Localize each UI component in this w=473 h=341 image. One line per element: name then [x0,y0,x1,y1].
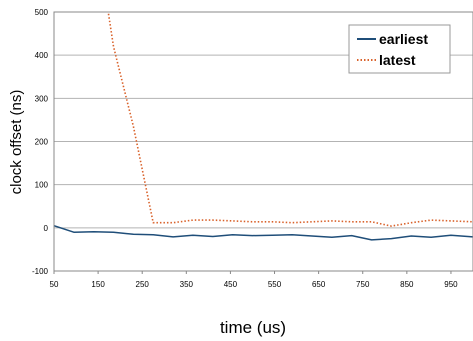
x-tick-label: 850 [400,280,414,289]
x-tick-label: 150 [91,280,105,289]
x-tick-label: 750 [356,280,370,289]
y-tick-label: 400 [35,51,49,60]
x-tick-label: 50 [50,280,59,289]
y-tick-label: 200 [35,138,49,147]
legend-label-earliest: earliest [379,31,428,47]
y-tick-labels: -100 0 100 200 300 400 500 [32,8,49,276]
y-tick-label: 0 [44,224,49,233]
legend-label-latest: latest [379,52,416,68]
y-axis-title: clock offset (ns) [8,90,25,195]
x-tick-label: 650 [312,280,326,289]
y-tick-label: -100 [32,267,49,276]
series-lines [54,12,473,241]
x-tick-labels: 50 150 250 350 450 550 650 750 850 950 [50,271,458,289]
x-tick-label: 950 [444,280,458,289]
series-line-earliest [54,224,473,241]
y-tick-label: 100 [35,181,49,190]
x-axis-title: time (us) [220,318,286,337]
x-tick-label: 550 [268,280,282,289]
legend: earliest latest [348,24,451,74]
x-tick-label: 350 [180,280,194,289]
series-line-latest [107,12,473,227]
plot-area-frame [53,11,473,272]
x-tick-label: 250 [136,280,150,289]
y-tick-label: 300 [35,94,49,103]
x-tick-label: 450 [224,280,238,289]
legend-box [348,24,451,74]
y-tick-label: 500 [35,8,49,17]
